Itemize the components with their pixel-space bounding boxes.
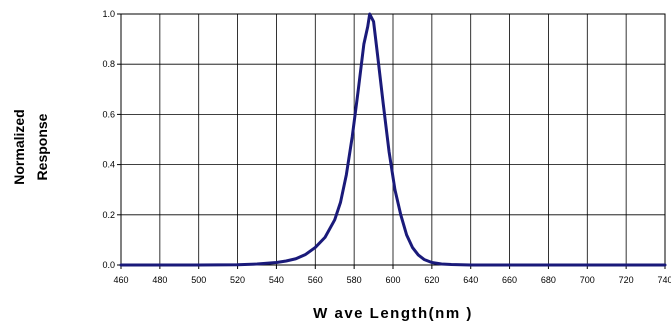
x-tick-label: 640 xyxy=(463,275,478,285)
x-tick-label: 500 xyxy=(191,275,206,285)
x-tick-label: 700 xyxy=(580,275,595,285)
response-curve-line xyxy=(119,12,667,267)
y-tick-label: 0.4 xyxy=(102,160,115,170)
x-axis-label: W ave Length(nm ) xyxy=(313,305,473,322)
grid xyxy=(120,13,666,266)
x-tick-label: 740 xyxy=(657,275,671,285)
x-axis-ticks: 460 480 500 520 540 560 580 600 620 640 660 680 700 7… xyxy=(113,265,671,285)
y-axis-label-line-2: Response xyxy=(34,113,50,180)
x-tick-label: 620 xyxy=(424,275,439,285)
x-tick-label: 560 xyxy=(308,275,323,285)
x-tick-label: 600 xyxy=(385,275,400,285)
x-tick-label: 540 xyxy=(269,275,284,285)
x-tick-label: 460 xyxy=(113,275,128,285)
x-tick-label: 720 xyxy=(619,275,634,285)
x-tick-label: 660 xyxy=(502,275,517,285)
y-tick-label: 0.2 xyxy=(102,210,115,220)
x-tick-label: 520 xyxy=(230,275,245,285)
x-tick-label: 680 xyxy=(541,275,556,285)
y-tick-label: 1.0 xyxy=(102,9,115,19)
y-axis-ticks: 0.0 0.2 0.4 0.6 0.8 1.0 xyxy=(102,9,121,270)
y-tick-label: 0.6 xyxy=(102,109,115,119)
y-tick-label: 0.0 xyxy=(102,260,115,270)
y-tick-label: 0.8 xyxy=(102,59,115,69)
y-axis-label-line-1: Normalized xyxy=(11,109,27,184)
x-tick-label: 580 xyxy=(347,275,362,285)
x-tick-label: 480 xyxy=(152,275,167,285)
